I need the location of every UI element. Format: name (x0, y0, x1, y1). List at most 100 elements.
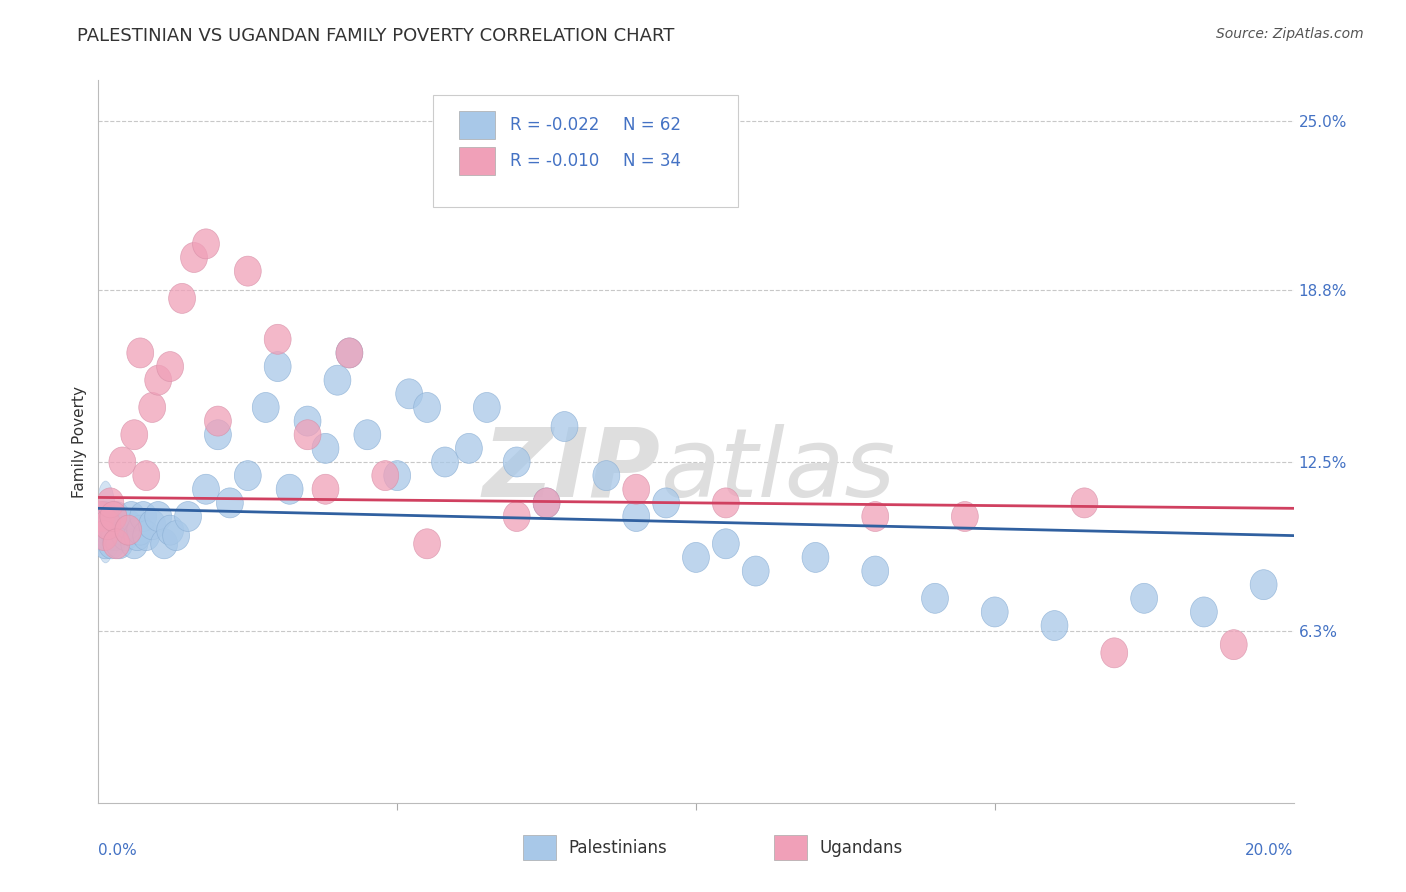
Ellipse shape (474, 392, 501, 423)
Ellipse shape (115, 509, 142, 540)
Ellipse shape (354, 420, 381, 450)
Ellipse shape (180, 243, 208, 272)
Ellipse shape (103, 529, 129, 558)
Ellipse shape (713, 488, 740, 518)
Ellipse shape (127, 338, 153, 368)
Ellipse shape (108, 516, 136, 545)
Ellipse shape (97, 509, 124, 540)
Ellipse shape (1040, 611, 1069, 640)
Ellipse shape (921, 583, 949, 614)
Ellipse shape (193, 229, 219, 259)
Ellipse shape (1191, 597, 1218, 627)
Ellipse shape (101, 521, 128, 550)
Ellipse shape (336, 338, 363, 368)
FancyBboxPatch shape (523, 835, 557, 860)
Text: Source: ZipAtlas.com: Source: ZipAtlas.com (1216, 27, 1364, 41)
Ellipse shape (204, 406, 232, 436)
Ellipse shape (132, 460, 160, 491)
Text: R = -0.010: R = -0.010 (509, 153, 599, 170)
Ellipse shape (91, 501, 118, 532)
Ellipse shape (312, 434, 339, 463)
Ellipse shape (533, 488, 560, 518)
Ellipse shape (174, 501, 201, 532)
Ellipse shape (129, 501, 156, 532)
Text: ZIP: ZIP (482, 424, 661, 517)
Ellipse shape (981, 597, 1008, 627)
Ellipse shape (623, 501, 650, 532)
Ellipse shape (150, 529, 177, 558)
Ellipse shape (862, 501, 889, 532)
Ellipse shape (90, 521, 117, 550)
Text: 20.0%: 20.0% (1246, 843, 1294, 857)
Ellipse shape (682, 542, 710, 573)
Ellipse shape (652, 488, 679, 518)
Ellipse shape (593, 460, 620, 491)
Ellipse shape (96, 521, 122, 550)
Ellipse shape (217, 488, 243, 518)
Ellipse shape (89, 501, 115, 532)
Text: N = 34: N = 34 (623, 153, 681, 170)
Ellipse shape (952, 501, 979, 532)
Ellipse shape (432, 447, 458, 477)
Text: atlas: atlas (661, 424, 896, 517)
Ellipse shape (98, 529, 125, 558)
Y-axis label: Family Poverty: Family Poverty (72, 385, 87, 498)
Ellipse shape (121, 529, 148, 558)
Ellipse shape (139, 392, 166, 423)
Ellipse shape (294, 406, 321, 436)
Ellipse shape (97, 488, 124, 518)
Ellipse shape (94, 516, 121, 545)
Ellipse shape (115, 516, 142, 545)
Ellipse shape (112, 521, 139, 550)
Text: Ugandans: Ugandans (820, 838, 903, 856)
FancyBboxPatch shape (773, 835, 807, 860)
Text: N = 62: N = 62 (623, 116, 681, 134)
Ellipse shape (91, 521, 118, 550)
Ellipse shape (127, 516, 153, 545)
FancyBboxPatch shape (460, 147, 495, 175)
Ellipse shape (1130, 583, 1157, 614)
Ellipse shape (105, 529, 132, 558)
Ellipse shape (89, 509, 115, 540)
Ellipse shape (503, 447, 530, 477)
Ellipse shape (132, 521, 160, 550)
Ellipse shape (801, 542, 830, 573)
Ellipse shape (108, 447, 136, 477)
Ellipse shape (94, 509, 121, 540)
Ellipse shape (456, 434, 482, 463)
Ellipse shape (193, 475, 219, 504)
Ellipse shape (235, 460, 262, 491)
Ellipse shape (276, 475, 304, 504)
Ellipse shape (1250, 570, 1277, 599)
Ellipse shape (145, 501, 172, 532)
Ellipse shape (163, 521, 190, 550)
Ellipse shape (312, 475, 339, 504)
Ellipse shape (121, 420, 148, 450)
Text: PALESTINIAN VS UGANDAN FAMILY POVERTY CORRELATION CHART: PALESTINIAN VS UGANDAN FAMILY POVERTY CO… (77, 27, 675, 45)
Ellipse shape (264, 351, 291, 382)
Text: R = -0.022: R = -0.022 (509, 116, 599, 134)
Ellipse shape (118, 501, 145, 532)
Text: Palestinians: Palestinians (568, 838, 666, 856)
Ellipse shape (503, 501, 530, 532)
Ellipse shape (413, 392, 440, 423)
Ellipse shape (336, 338, 363, 368)
Ellipse shape (713, 529, 740, 558)
Ellipse shape (623, 475, 650, 504)
Ellipse shape (204, 420, 232, 450)
Ellipse shape (235, 256, 262, 286)
Ellipse shape (169, 284, 195, 313)
Ellipse shape (100, 501, 127, 532)
FancyBboxPatch shape (460, 112, 495, 139)
Text: 0.0%: 0.0% (98, 843, 138, 857)
Ellipse shape (156, 351, 184, 382)
Ellipse shape (1101, 638, 1128, 668)
Ellipse shape (156, 516, 184, 545)
Ellipse shape (93, 529, 120, 558)
Ellipse shape (1220, 630, 1247, 660)
Ellipse shape (294, 420, 321, 450)
Ellipse shape (96, 481, 117, 563)
Ellipse shape (413, 529, 440, 558)
Ellipse shape (551, 411, 578, 442)
Ellipse shape (124, 521, 150, 550)
